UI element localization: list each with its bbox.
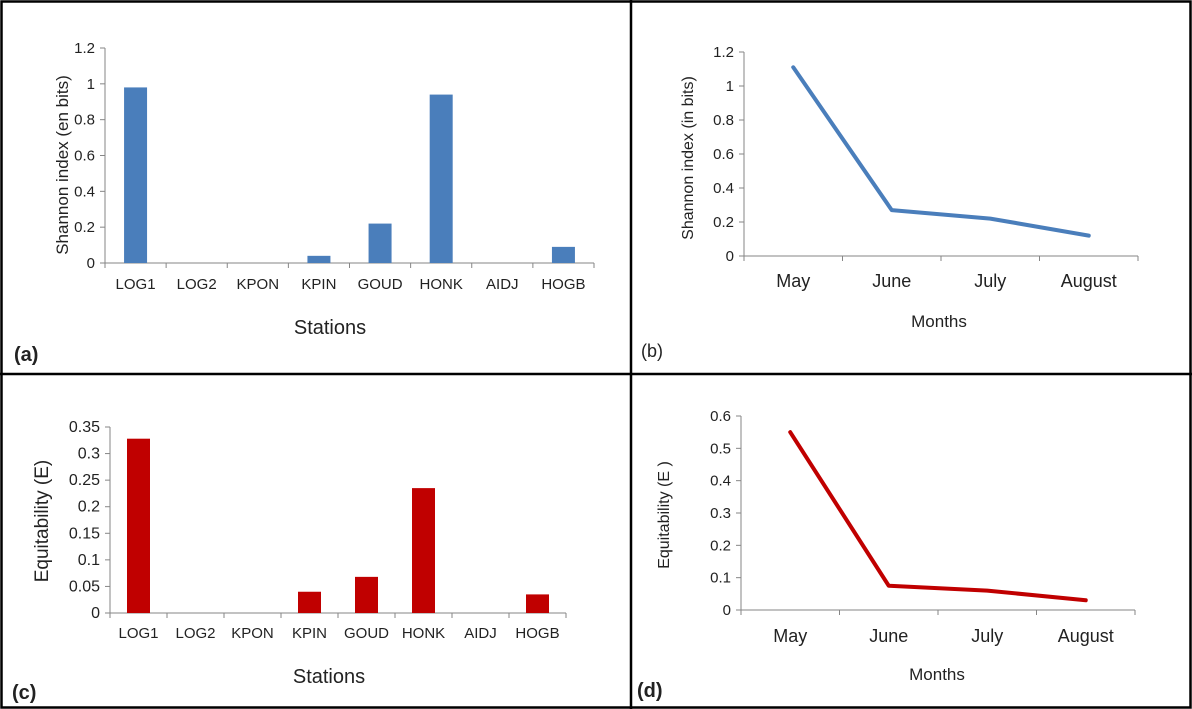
y-tick-label: 0.8 [713, 112, 734, 129]
y-tick-label: 0.4 [74, 183, 95, 200]
data-point-july [986, 590, 988, 592]
series-line [791, 65, 1091, 238]
panel-a-ylabel: Shannon index (en bits) [53, 75, 72, 255]
y-tick-label: 0.35 [69, 419, 100, 436]
y-tick-label: 0.3 [710, 505, 731, 522]
x-tick-label: AIDJ [486, 276, 519, 293]
x-tick-label: LOG1 [118, 625, 158, 642]
y-tick-label: 1.2 [713, 44, 734, 61]
x-tick-label: August [1058, 626, 1114, 646]
x-tick-label: July [971, 626, 1003, 646]
x-tick-label: June [869, 626, 908, 646]
y-tick-label: 0.4 [710, 473, 731, 490]
panel-a-shannon-by-station: (a) Shannon index (en bits) Stations 0 0.… [14, 40, 595, 366]
y-tick-label: 0.5 [710, 440, 731, 457]
data-point-august [1088, 235, 1090, 237]
data-point-august [1085, 599, 1087, 601]
y-tick-label: 1 [87, 76, 95, 93]
x-tick-label: HONK [402, 625, 445, 642]
bar-log1 [124, 87, 148, 264]
x-tick-label: KPIN [292, 625, 327, 642]
data-point-july [989, 218, 991, 220]
x-tick-label: KPON [231, 625, 274, 642]
bar-log1 [127, 438, 150, 613]
bar-hogb [526, 594, 549, 613]
x-tick-label: July [974, 271, 1006, 291]
panel-c-equitability-by-station: (c) Equitability (E) Stations 0 0.05 0.1 0.… [12, 419, 567, 704]
x-tick-label: LOG2 [177, 276, 217, 293]
y-tick-label: 0.2 [78, 499, 100, 516]
x-tick-label: KPIN [301, 276, 336, 293]
bar-kpin [307, 255, 331, 263]
panel-d-ylabel: Equitability (E ) [656, 461, 673, 569]
x-tick-label: August [1061, 271, 1117, 291]
bar-goud [368, 223, 392, 263]
y-tick-label: 0.8 [74, 112, 95, 129]
panel-a-label: (a) [14, 344, 38, 366]
y-tick-label: 1.2 [74, 40, 95, 57]
bar-kpin [298, 591, 321, 613]
y-tick-label: 0.3 [78, 446, 100, 463]
y-tick-label: 0.2 [74, 219, 95, 236]
y-tick-label: 0 [723, 602, 731, 619]
y-tick-label: 0 [726, 248, 734, 265]
data-point-june [891, 209, 893, 211]
x-tick-label: June [872, 271, 911, 291]
y-tick-label: 0.1 [710, 570, 731, 587]
y-tick-label: 0.1 [78, 552, 100, 569]
series-line [788, 430, 1088, 603]
panel-b-ylabel: Shannon index (in bits) [680, 76, 697, 240]
panel-c-xlabel: Stations [293, 666, 365, 688]
panel-b-label: (b) [641, 341, 663, 361]
x-tick-label: LOG1 [116, 276, 156, 293]
y-tick-label: 0 [87, 255, 95, 272]
x-tick-label: HOGB [515, 625, 559, 642]
y-tick-label: 0.05 [69, 578, 100, 595]
x-tick-label: AIDJ [464, 625, 497, 642]
data-point-june [888, 585, 890, 587]
x-tick-label: May [773, 626, 807, 646]
panel-d-xlabel: Months [909, 665, 965, 684]
panel-c-label: (c) [12, 682, 36, 704]
panel-a-xlabel: Stations [294, 317, 366, 339]
x-tick-label: GOUD [358, 276, 403, 293]
y-tick-label: 0.6 [710, 408, 731, 425]
x-tick-label: GOUD [344, 625, 389, 642]
y-tick-label: 0.6 [713, 146, 734, 163]
y-tick-label: 0.2 [713, 214, 734, 231]
y-tick-label: 0 [91, 605, 100, 622]
y-tick-label: 0.15 [69, 525, 100, 542]
panel-b-shannon-by-month: (b) Shannon index (in bits) Months 0 0.2 0… [641, 44, 1139, 361]
panel-d-equitability-by-month: (d) Equitability (E ) Months 0 0.1 0.2 0.3 0… [637, 408, 1136, 702]
y-tick-label: 0.25 [69, 472, 100, 489]
bar-hogb [551, 246, 575, 263]
bar-honk [429, 94, 453, 263]
panel-d-label: (d) [637, 680, 663, 702]
x-tick-label: HOGB [541, 276, 585, 293]
x-tick-label: May [776, 271, 810, 291]
bar-goud [355, 576, 378, 613]
y-tick-label: 0.4 [713, 180, 734, 197]
x-tick-label: LOG2 [175, 625, 215, 642]
panel-c-ylabel: Equitability (E) [32, 460, 53, 583]
x-tick-label: KPON [237, 276, 280, 293]
x-tick-label: HONK [420, 276, 463, 293]
bar-honk [412, 488, 435, 613]
y-tick-label: 0.2 [710, 537, 731, 554]
panel-b-xlabel: Months [911, 312, 967, 331]
y-tick-label: 0.6 [74, 148, 95, 165]
y-tick-label: 1 [726, 78, 734, 95]
data-point-may [792, 66, 794, 68]
data-point-may [789, 431, 791, 433]
